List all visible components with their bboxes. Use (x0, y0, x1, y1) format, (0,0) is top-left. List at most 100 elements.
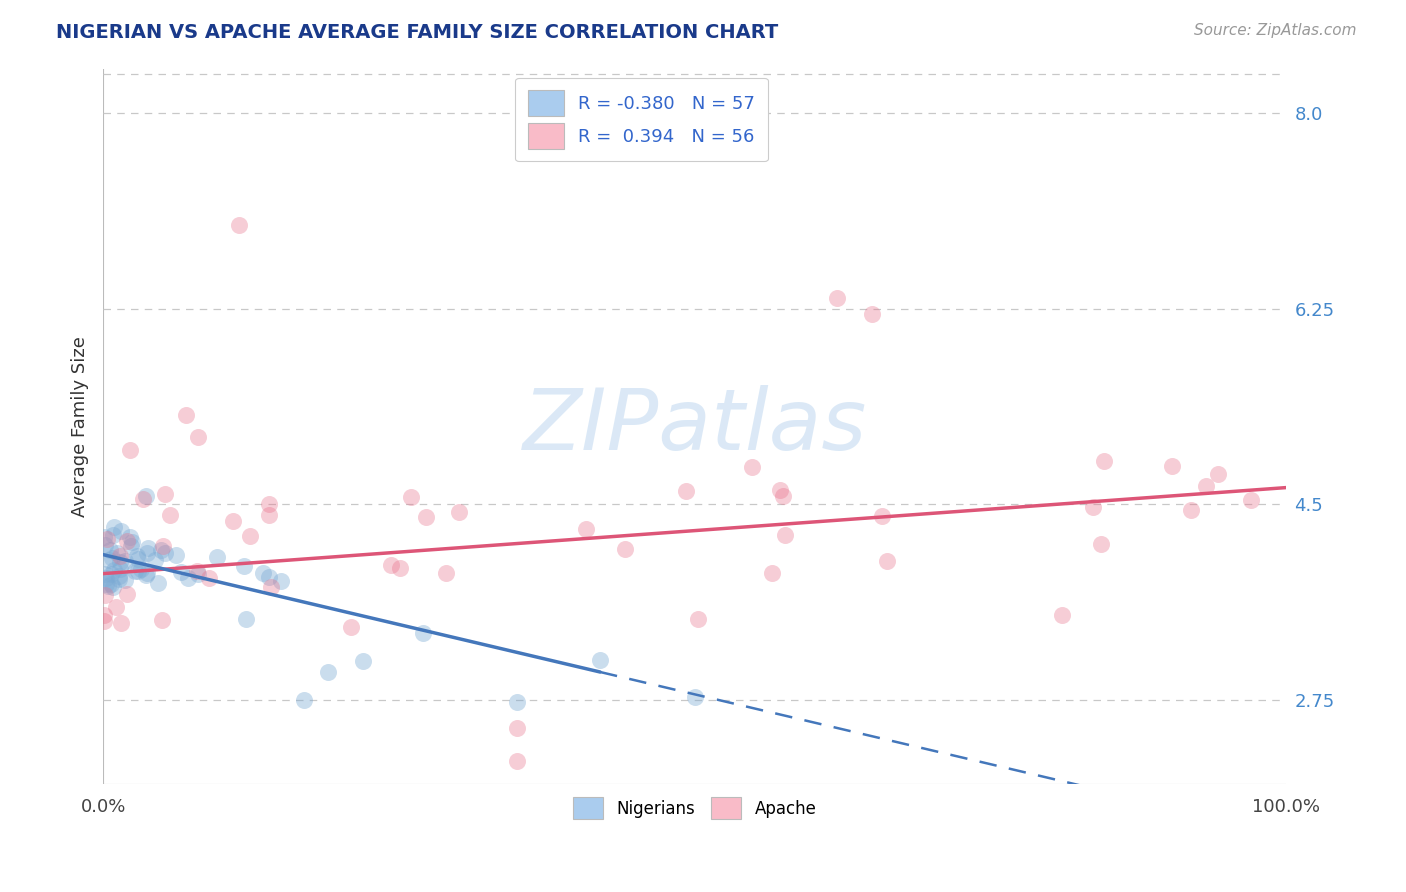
Point (449, 505, 471, 519)
Point (1195, 478, 1218, 492)
Point (108, 572, 131, 586)
Point (686, 612, 709, 626)
Point (232, 558, 254, 573)
Point (118, 530, 141, 544)
Point (575, 522, 598, 536)
Point (94, 588, 117, 602)
Point (152, 539, 174, 553)
Point (93, 530, 115, 544)
Point (772, 489, 794, 503)
Text: Source: ZipAtlas.com: Source: ZipAtlas.com (1194, 23, 1357, 38)
Point (108, 569, 131, 583)
Point (96, 532, 118, 546)
Point (270, 574, 292, 589)
Point (132, 491, 155, 506)
Point (876, 554, 898, 568)
Point (339, 620, 361, 634)
Point (153, 487, 176, 501)
Point (205, 550, 228, 565)
Point (741, 460, 763, 475)
Point (165, 548, 187, 562)
Point (1092, 454, 1115, 468)
Point (506, 755, 529, 769)
Point (105, 546, 128, 560)
Point (415, 510, 437, 524)
Point (186, 564, 208, 578)
Point (235, 612, 257, 626)
Point (412, 626, 434, 640)
Point (1206, 467, 1229, 482)
Point (675, 484, 697, 499)
Point (252, 566, 274, 580)
Point (135, 490, 157, 504)
Point (434, 566, 457, 580)
Point (97, 579, 120, 593)
Point (352, 654, 374, 668)
Point (1081, 500, 1104, 515)
Point (136, 566, 159, 580)
Point (589, 653, 612, 667)
Point (187, 566, 209, 581)
Point (613, 541, 636, 556)
Point (238, 529, 260, 543)
Point (825, 291, 848, 305)
Point (135, 546, 157, 560)
Point (292, 693, 315, 707)
Point (114, 554, 136, 568)
Point (127, 549, 149, 563)
Point (389, 561, 412, 575)
Point (129, 562, 152, 576)
Point (257, 570, 280, 584)
Point (118, 442, 141, 457)
Text: ZIPatlas: ZIPatlas (523, 384, 866, 467)
Point (870, 508, 893, 523)
Point (143, 553, 166, 567)
Point (93, 614, 115, 628)
Point (114, 573, 136, 587)
Point (187, 430, 209, 444)
Legend: Nigerians, Apache: Nigerians, Apache (567, 790, 824, 825)
Point (761, 566, 783, 581)
Point (104, 600, 127, 615)
Point (98, 553, 121, 567)
Point (316, 665, 339, 679)
Point (221, 514, 243, 528)
Text: NIGERIAN VS APACHE AVERAGE FAMILY SIZE CORRELATION CHART: NIGERIAN VS APACHE AVERAGE FAMILY SIZE C… (56, 23, 779, 42)
Point (775, 527, 797, 541)
Point (101, 527, 124, 541)
Point (101, 580, 124, 594)
Point (260, 580, 283, 594)
Point (94, 571, 117, 585)
Point (683, 690, 706, 704)
Point (174, 408, 197, 422)
Point (1090, 536, 1112, 550)
Point (103, 563, 125, 577)
Point (110, 524, 132, 538)
Point (101, 550, 124, 565)
Point (769, 483, 792, 497)
Point (117, 533, 139, 548)
Point (155, 546, 177, 560)
Point (1050, 607, 1073, 622)
Point (860, 307, 883, 321)
Point (146, 575, 169, 590)
Point (110, 555, 132, 569)
Point (127, 552, 149, 566)
Point (150, 543, 173, 558)
Point (135, 568, 157, 582)
Point (115, 587, 138, 601)
Point (506, 721, 529, 735)
Point (259, 497, 281, 511)
Point (110, 616, 132, 631)
Point (1161, 458, 1184, 473)
Y-axis label: Average Family Size: Average Family Size (72, 335, 89, 516)
Point (127, 564, 149, 578)
Point (96, 577, 118, 591)
Point (100, 576, 122, 591)
Point (93, 607, 115, 622)
Point (401, 490, 423, 504)
Point (198, 571, 221, 585)
Point (1239, 492, 1261, 507)
Point (103, 520, 125, 534)
Point (94, 566, 117, 581)
